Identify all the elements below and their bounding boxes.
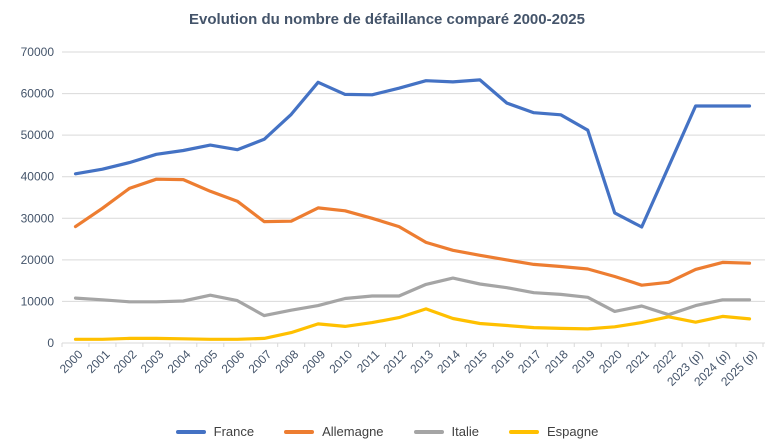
y-axis-tick-label: 40000 [21, 170, 55, 184]
x-axis-tick-label: 2006 [219, 347, 248, 376]
x-axis-tick-label: 2012 [380, 347, 409, 376]
series-line-italie [73, 276, 752, 318]
legend-swatch-italie [413, 429, 444, 434]
legend-label-italie: Italie [451, 424, 480, 439]
x-axis-tick-label: 2014 [434, 347, 463, 376]
y-axis-labels: 0 10000 20000 30000 40000 50000 60000 70000 [21, 45, 55, 350]
legend-item-espagne: Espagne [509, 424, 598, 439]
legend-swatch-espagne [509, 429, 540, 434]
chart-legend: France Allemagne Italie Espagne [0, 424, 774, 439]
x-axis-tick-label: 2021 [623, 347, 652, 376]
x-axis-tick-label: 2017 [515, 347, 544, 376]
y-axis-tick-label: 20000 [21, 253, 55, 267]
y-axis-tick-label: 70000 [21, 45, 55, 59]
legend-label-france: France [213, 424, 255, 439]
x-axis-tick-label: 2002 [111, 347, 140, 376]
x-axis-tick-label: 2013 [407, 347, 436, 376]
x-axis-tick-label: 2010 [326, 347, 355, 376]
x-axis-tick-label: 2007 [246, 347, 275, 376]
x-axis-tick-label: 2005 [192, 347, 221, 376]
x-axis-tick-label: 2020 [596, 347, 625, 376]
x-axis-tick-label: 2016 [488, 347, 517, 376]
legend-swatch-allemagne [284, 429, 315, 434]
legend-item-france: France [175, 424, 255, 439]
x-axis-tick-label: 2015 [461, 347, 490, 376]
y-axis-tick-label: 50000 [21, 128, 55, 142]
x-axis-tick-label: 2011 [354, 347, 382, 375]
x-axis-labels: 2000200120022003200420052006200720082009… [57, 347, 760, 389]
chart-title: Evolution du nombre de défaillance compa… [189, 11, 585, 28]
y-gridlines [62, 51, 765, 344]
x-axis-tick-label: 2009 [299, 347, 328, 376]
legend-item-allemagne: Allemagne [284, 424, 384, 439]
x-axis-tick-label: 2001 [84, 347, 113, 376]
x-axis-tick-label: 2019 [569, 347, 598, 376]
legend-label-espagne: Espagne [547, 424, 599, 439]
x-axis-tick-label: 2018 [542, 347, 571, 376]
line-chart: 0 10000 20000 30000 40000 50000 60000 70000 2000… [21, 45, 765, 389]
legend-swatch-france [175, 429, 206, 434]
series-line-allemagne [73, 177, 752, 287]
series-line-france [73, 78, 752, 229]
x-axis-tick-label: 2004 [165, 347, 194, 376]
legend-label-allemagne: Allemagne [322, 424, 384, 439]
y-axis-tick-label: 10000 [21, 294, 55, 308]
y-axis-tick-label: 0 [47, 336, 54, 350]
legend-item-italie: Italie [413, 424, 480, 439]
x-axis-tick-label: 2000 [57, 347, 86, 376]
x-axis-tick-label: 2008 [273, 347, 302, 376]
y-axis-tick-label: 30000 [21, 211, 55, 225]
x-axis-ticks [61, 343, 764, 347]
x-axis-tick-label: 2003 [138, 347, 167, 376]
series-line-espagne [73, 307, 752, 341]
y-axis-tick-label: 60000 [21, 87, 55, 101]
